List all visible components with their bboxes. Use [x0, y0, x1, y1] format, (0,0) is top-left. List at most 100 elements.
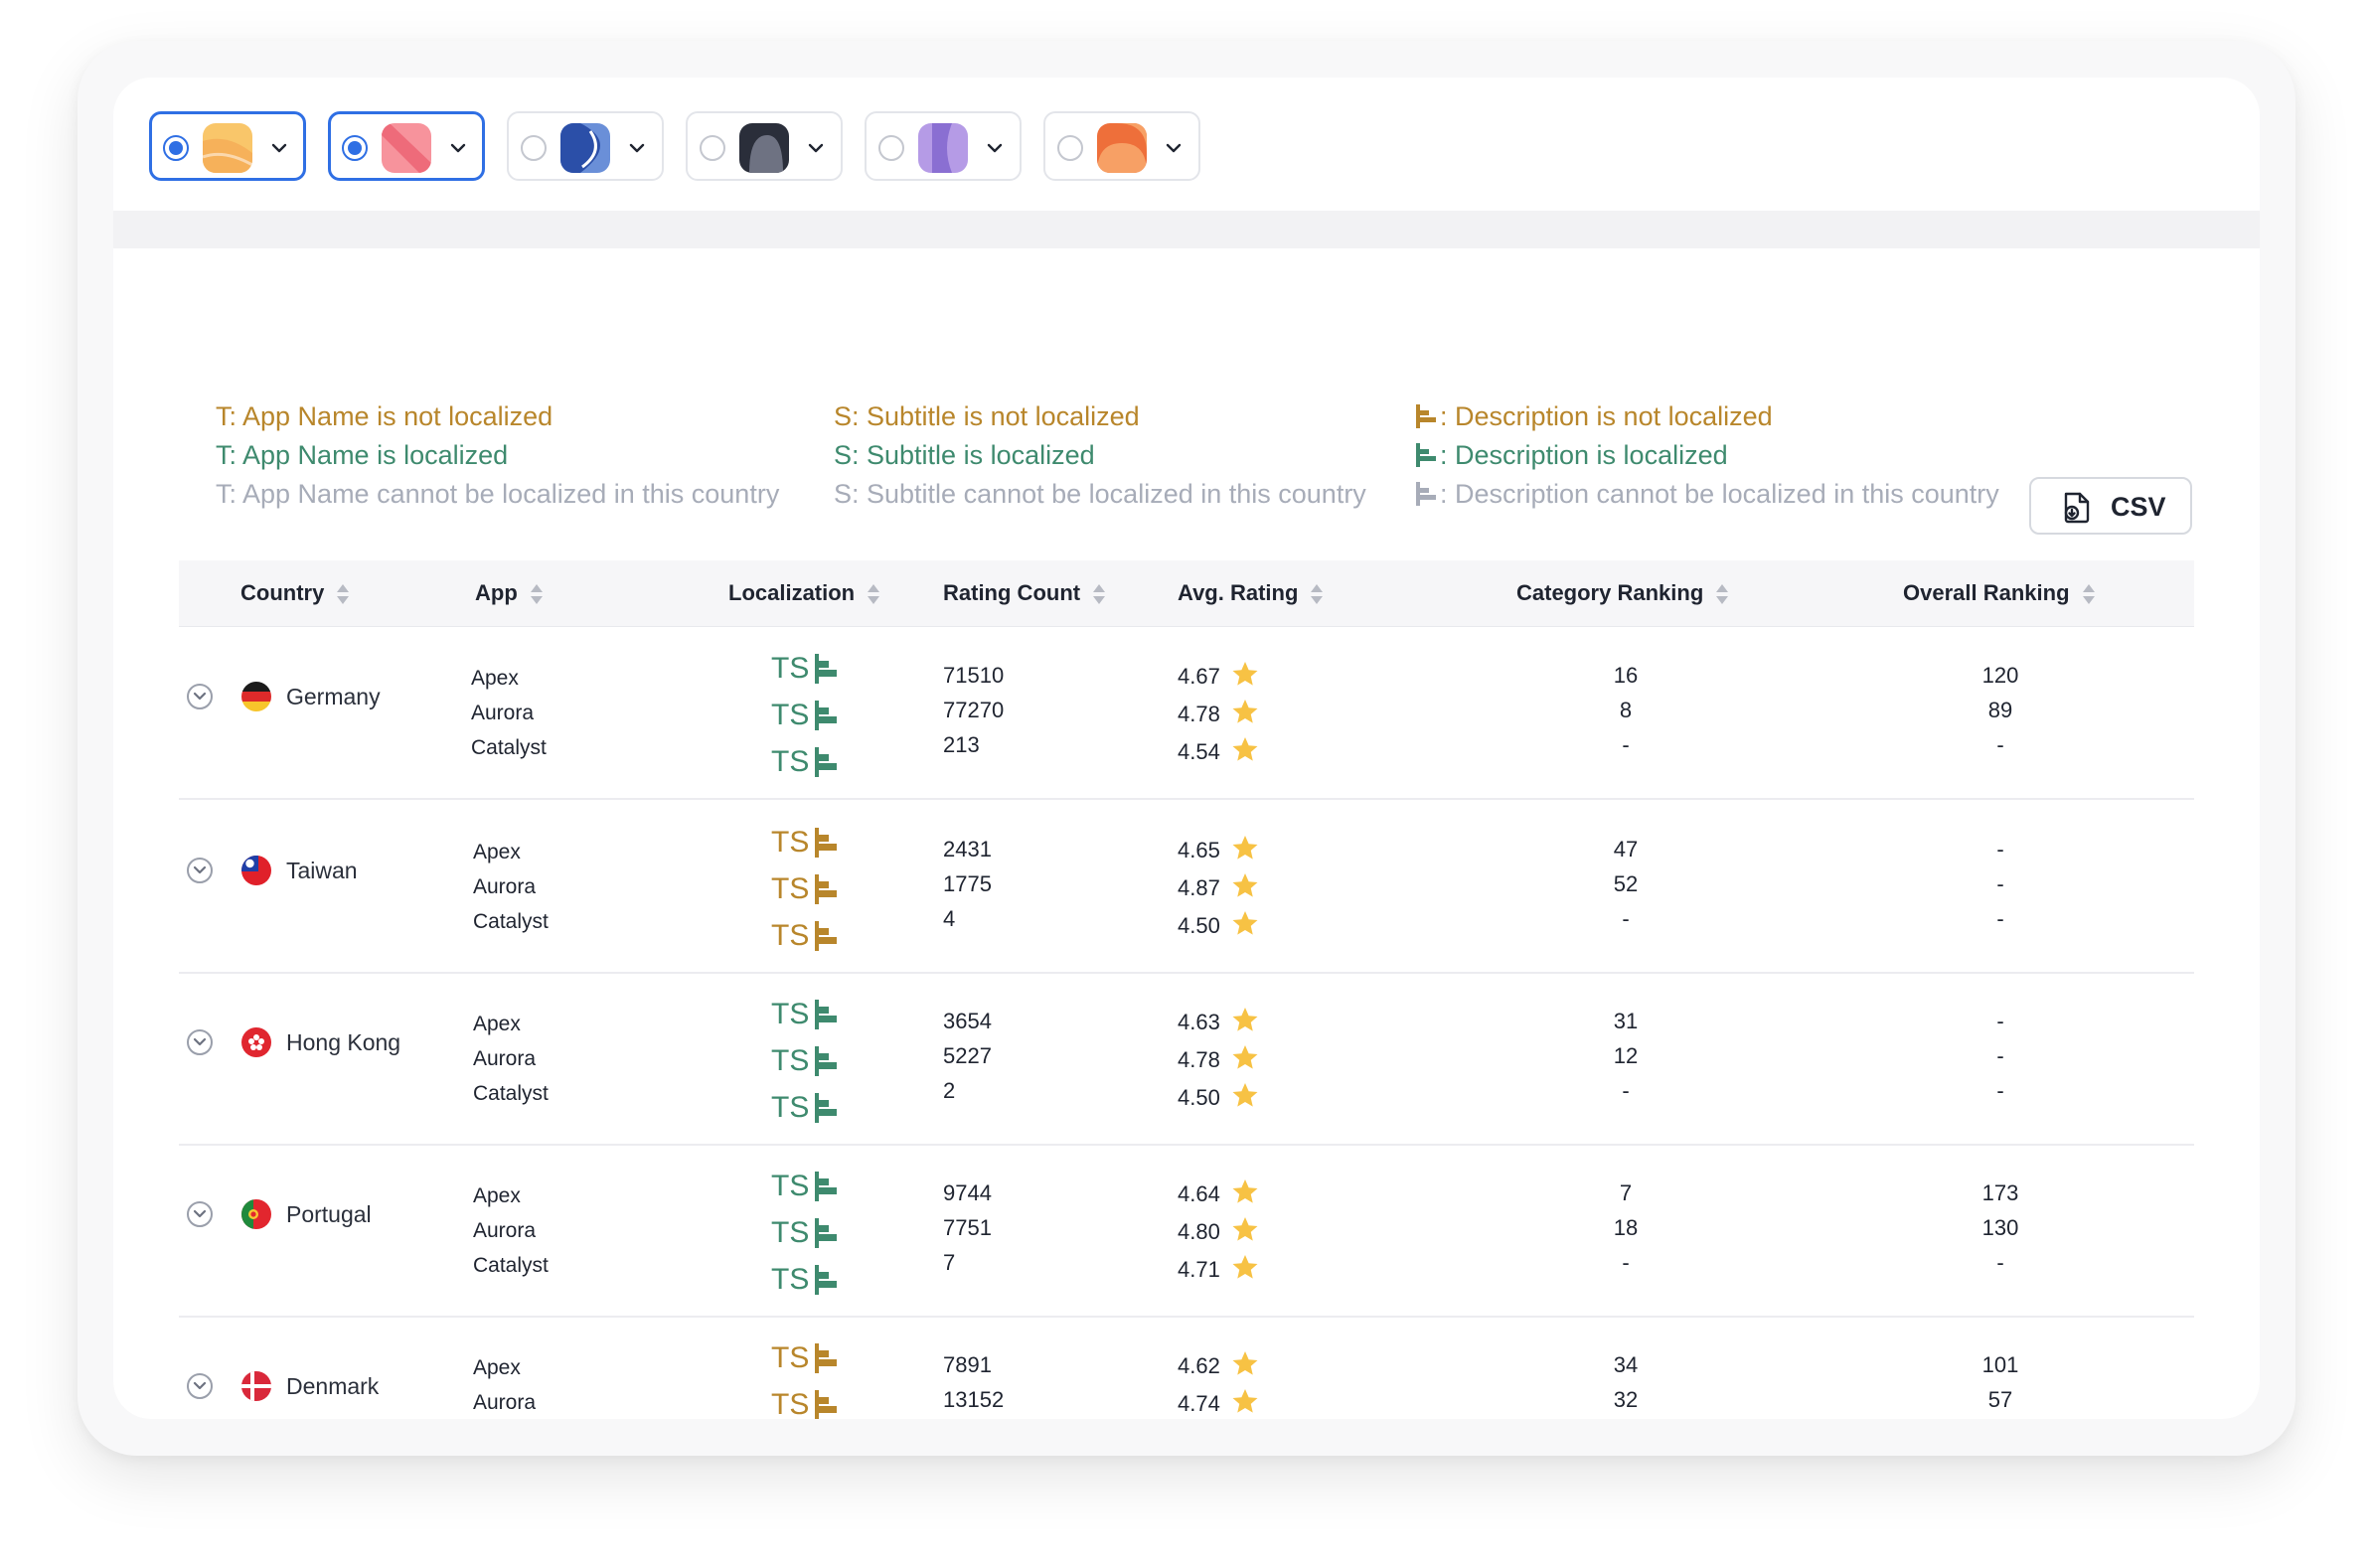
app-name: Catalyst	[473, 910, 549, 933]
rating-count: 9744	[943, 1180, 992, 1205]
overall-ranking: 173	[1981, 1180, 2019, 1205]
description-flag-icon	[815, 874, 838, 904]
app-radio[interactable]	[878, 135, 904, 161]
country-name: Portugal	[286, 1201, 372, 1227]
localization-status: TS	[771, 743, 838, 781]
description-flag-icon	[815, 1343, 838, 1373]
description-flag-icon	[815, 1390, 838, 1419]
description-flag-icon	[815, 1093, 838, 1123]
rating-count: 2431	[943, 837, 992, 862]
column-header-category-ranking[interactable]: Category Ranking	[1516, 560, 1729, 626]
app-selector-2[interactable]	[328, 111, 485, 181]
column-header-label: Avg. Rating	[1178, 580, 1299, 605]
star-icon	[1232, 1351, 1258, 1375]
app-selector-3[interactable]	[507, 111, 664, 181]
germany-flag-icon	[241, 682, 271, 711]
chevron-down-icon[interactable]	[984, 137, 1006, 159]
category-ranking: -	[1622, 1078, 1630, 1103]
country-name: Taiwan	[286, 858, 358, 883]
legend-description: : Description is not localized : Descrip…	[1416, 397, 1999, 514]
description-flag-icon	[815, 701, 838, 730]
rating-count: 13152	[943, 1387, 1005, 1412]
star-icon	[1232, 836, 1258, 860]
legend-description-localized-text: : Description is localized	[1440, 440, 1728, 470]
expand-row-button[interactable]	[187, 1201, 213, 1227]
overall-ranking: 57	[1987, 1387, 2013, 1412]
app-name: Catalyst	[473, 1254, 549, 1277]
app-radio[interactable]	[521, 135, 547, 161]
column-header-rating-count[interactable]: Rating Count	[943, 560, 1106, 626]
avg-rating: 4.63	[1178, 1006, 1260, 1035]
avg-rating-value: 4.63	[1178, 1010, 1220, 1034]
column-header-app[interactable]: App	[475, 560, 544, 626]
app-selector-6[interactable]	[1043, 111, 1200, 181]
rating-count: 77270	[943, 698, 1005, 722]
legend-app-name-localized: T: App Name is localized	[216, 440, 509, 470]
title-subtitle-status: TS	[771, 745, 810, 778]
category-ranking: 34	[1613, 1352, 1639, 1377]
app-radio[interactable]	[163, 135, 189, 161]
app-name: Apex	[471, 667, 519, 690]
expand-row-button[interactable]	[187, 1029, 213, 1055]
star-icon	[1232, 1045, 1258, 1069]
column-header-overall-ranking[interactable]: Overall Ranking	[1903, 560, 2096, 626]
app-name: Catalyst	[471, 736, 547, 759]
title-subtitle-status: TS	[771, 1263, 810, 1296]
category-ranking: 16	[1613, 663, 1639, 688]
avg-rating: 4.74	[1178, 1387, 1260, 1417]
avg-rating: 4.71	[1178, 1253, 1260, 1283]
app-name: Aurora	[473, 1219, 537, 1242]
expand-row-button[interactable]	[187, 858, 213, 883]
rating-count: 5227	[943, 1043, 992, 1068]
csv-export-button[interactable]: CSV	[2029, 477, 2192, 535]
chevron-down-icon[interactable]	[805, 137, 827, 159]
rating-count: 4	[943, 906, 956, 931]
category-ranking: 31	[1613, 1009, 1639, 1033]
chevron-down-icon[interactable]	[1163, 137, 1185, 159]
chevron-down-icon[interactable]	[268, 137, 290, 159]
star-icon	[1232, 1008, 1258, 1031]
chevron-down-icon[interactable]	[447, 137, 469, 159]
legend-description-not-localized: : Description is not localized	[1416, 397, 1999, 436]
app-radio[interactable]	[1057, 135, 1083, 161]
column-header-localization[interactable]: Localization	[728, 560, 880, 626]
app-selector-5[interactable]	[865, 111, 1022, 181]
star-icon	[1232, 737, 1258, 761]
title-subtitle-status: TS	[771, 998, 810, 1030]
app-radio[interactable]	[700, 135, 725, 161]
avg-rating: 4.54	[1178, 735, 1260, 765]
app-radio[interactable]	[342, 135, 368, 161]
table-row: Germany Apex Aurora Catalyst TS TS TS 71510 7727…	[179, 626, 2194, 800]
app-name: Apex	[473, 841, 521, 863]
chevron-down-icon[interactable]	[626, 137, 648, 159]
category-ranking: 32	[1613, 1387, 1639, 1412]
legend-app-name-unavailable: T: App Name cannot be localized in this …	[216, 479, 780, 509]
app-window: T: App Name is not localized T: App Name…	[113, 78, 2260, 1419]
category-ranking: 12	[1613, 1043, 1639, 1068]
column-header-country[interactable]: Country	[240, 560, 350, 626]
expand-row-button[interactable]	[187, 684, 213, 709]
avg-rating: 4.50	[1178, 909, 1260, 939]
app-name: Apex	[473, 1013, 521, 1035]
app-name: Aurora	[473, 1391, 537, 1414]
title-subtitle-status: TS	[771, 1341, 810, 1374]
legend-subtitle-unavailable: S: Subtitle cannot be localized in this …	[834, 479, 1366, 509]
expand-row-button[interactable]	[187, 1373, 213, 1399]
rating-count: 213	[943, 732, 980, 757]
app-selector-1[interactable]	[149, 111, 306, 181]
overall-ranking: -	[1996, 732, 2004, 757]
localization-status: TS	[771, 697, 838, 734]
avg-rating-value: 4.65	[1178, 838, 1220, 862]
legend-description-localized: : Description is localized	[1416, 436, 1999, 475]
description-flag-icon	[1416, 443, 1436, 467]
title-subtitle-status: TS	[771, 1091, 810, 1124]
legend-description-not-localized-text: : Description is not localized	[1440, 401, 1773, 431]
column-header-label: Localization	[728, 580, 856, 605]
column-header-avg-rating[interactable]: Avg. Rating	[1178, 560, 1324, 626]
avg-rating-value: 4.62	[1178, 1353, 1220, 1378]
localization-status: TS	[771, 1042, 838, 1080]
app-icon-purple	[918, 123, 968, 173]
localization-status: TS	[771, 996, 838, 1033]
sort-icon	[1716, 584, 1729, 605]
app-selector-4[interactable]	[686, 111, 843, 181]
